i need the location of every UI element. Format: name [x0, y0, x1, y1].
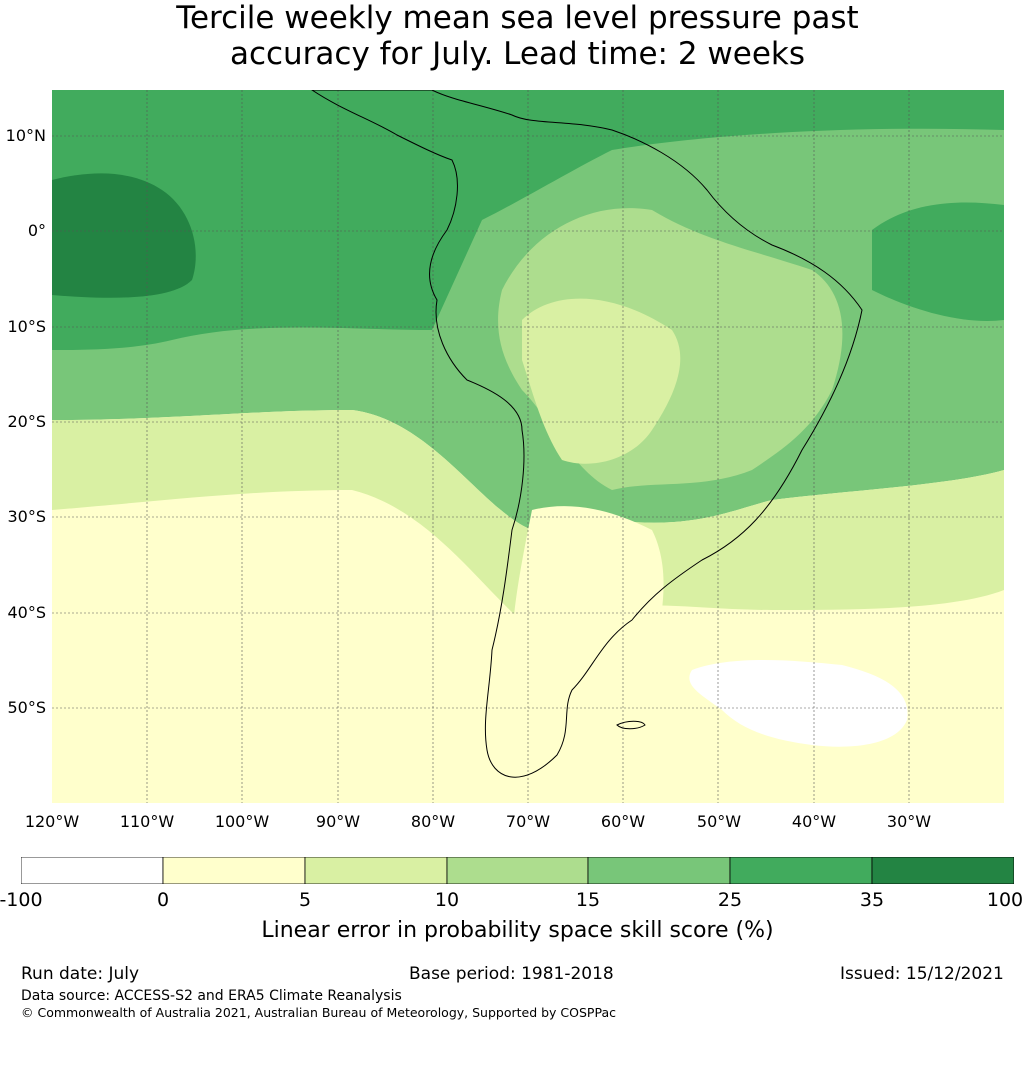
lat-label-40s: 40°S: [7, 603, 46, 622]
lat-label-30s: 30°S: [7, 507, 46, 526]
map-gridlines: [52, 90, 1004, 803]
lat-label-0: 0°: [27, 221, 46, 240]
lon-label-120w: 120°W: [24, 812, 80, 831]
colorbar-tick-35: 35: [859, 889, 885, 911]
lat-label-10n: 10°N: [5, 126, 46, 145]
lon-label-100w: 100°W: [214, 812, 270, 831]
colorbar-tick-0: 0: [156, 889, 170, 911]
colorbar-segment-6: [729, 857, 873, 884]
lon-label-50w: 50°W: [696, 812, 742, 831]
region-band-15-25-atlantic: [872, 202, 1004, 321]
title-line-1: Tercile weekly mean sea level pressure p…: [176, 0, 859, 36]
region-band-5-10: [52, 410, 1004, 630]
region-negative: [689, 660, 908, 747]
colorbar-segment-4: [446, 857, 589, 884]
lon-label-40w: 40°W: [791, 812, 837, 831]
region-band-25-35: [52, 173, 196, 298]
colorbar-segment-3: [304, 857, 448, 884]
lon-label-70w: 70°W: [505, 812, 551, 831]
lat-label-50s: 50°S: [7, 698, 46, 717]
colorbar-tick-15: 15: [575, 889, 601, 911]
map-title: Tercile weekly mean sea level pressure p…: [0, 0, 1035, 72]
lon-label-110w: 110°W: [119, 812, 175, 831]
title-line-2: accuracy for July. Lead time: 2 weeks: [229, 36, 806, 72]
copyright-notice: © Commonwealth of Australia 2021, Austra…: [21, 1005, 616, 1020]
colorbar-segment-1: [21, 857, 164, 884]
data-source: Data source: ACCESS-S2 and ERA5 Climate …: [21, 988, 402, 1004]
lon-label-60w: 60°W: [600, 812, 646, 831]
colorbar-label: Linear error in probability space skill …: [261, 918, 774, 943]
lon-label-80w: 80°W: [410, 812, 456, 831]
region-interior-0-5: [522, 298, 681, 464]
lat-label-20s: 20°S: [7, 412, 46, 431]
skill-score-map: [52, 90, 1004, 803]
falkland-islands: [616, 720, 646, 730]
lat-label-10s: 10°S: [7, 317, 46, 336]
colorbar-segment-5: [587, 857, 731, 884]
region-south-0-5: [512, 506, 664, 750]
base-period: Base period: 1981-2018: [409, 964, 614, 984]
issued-date: Issued: 15/12/2021: [840, 964, 1004, 984]
lon-label-90w: 90°W: [315, 812, 361, 831]
colorbar-tick-100: 100: [986, 889, 1024, 911]
colorbar-tick-neg100: -100: [0, 889, 43, 911]
colorbar-segment-7: [871, 857, 1014, 884]
colorbar-tick-10: 10: [434, 889, 460, 911]
south-america-coastline: [311, 90, 863, 778]
colorbar-segment-2: [162, 857, 306, 884]
run-date: Run date: July: [21, 964, 140, 984]
colorbar-tick-5: 5: [298, 889, 312, 911]
colorbar-tick-25: 25: [717, 889, 743, 911]
region-band-15-25: [52, 90, 1004, 350]
colorbar: [21, 857, 1014, 884]
lon-label-30w: 30°W: [886, 812, 932, 831]
